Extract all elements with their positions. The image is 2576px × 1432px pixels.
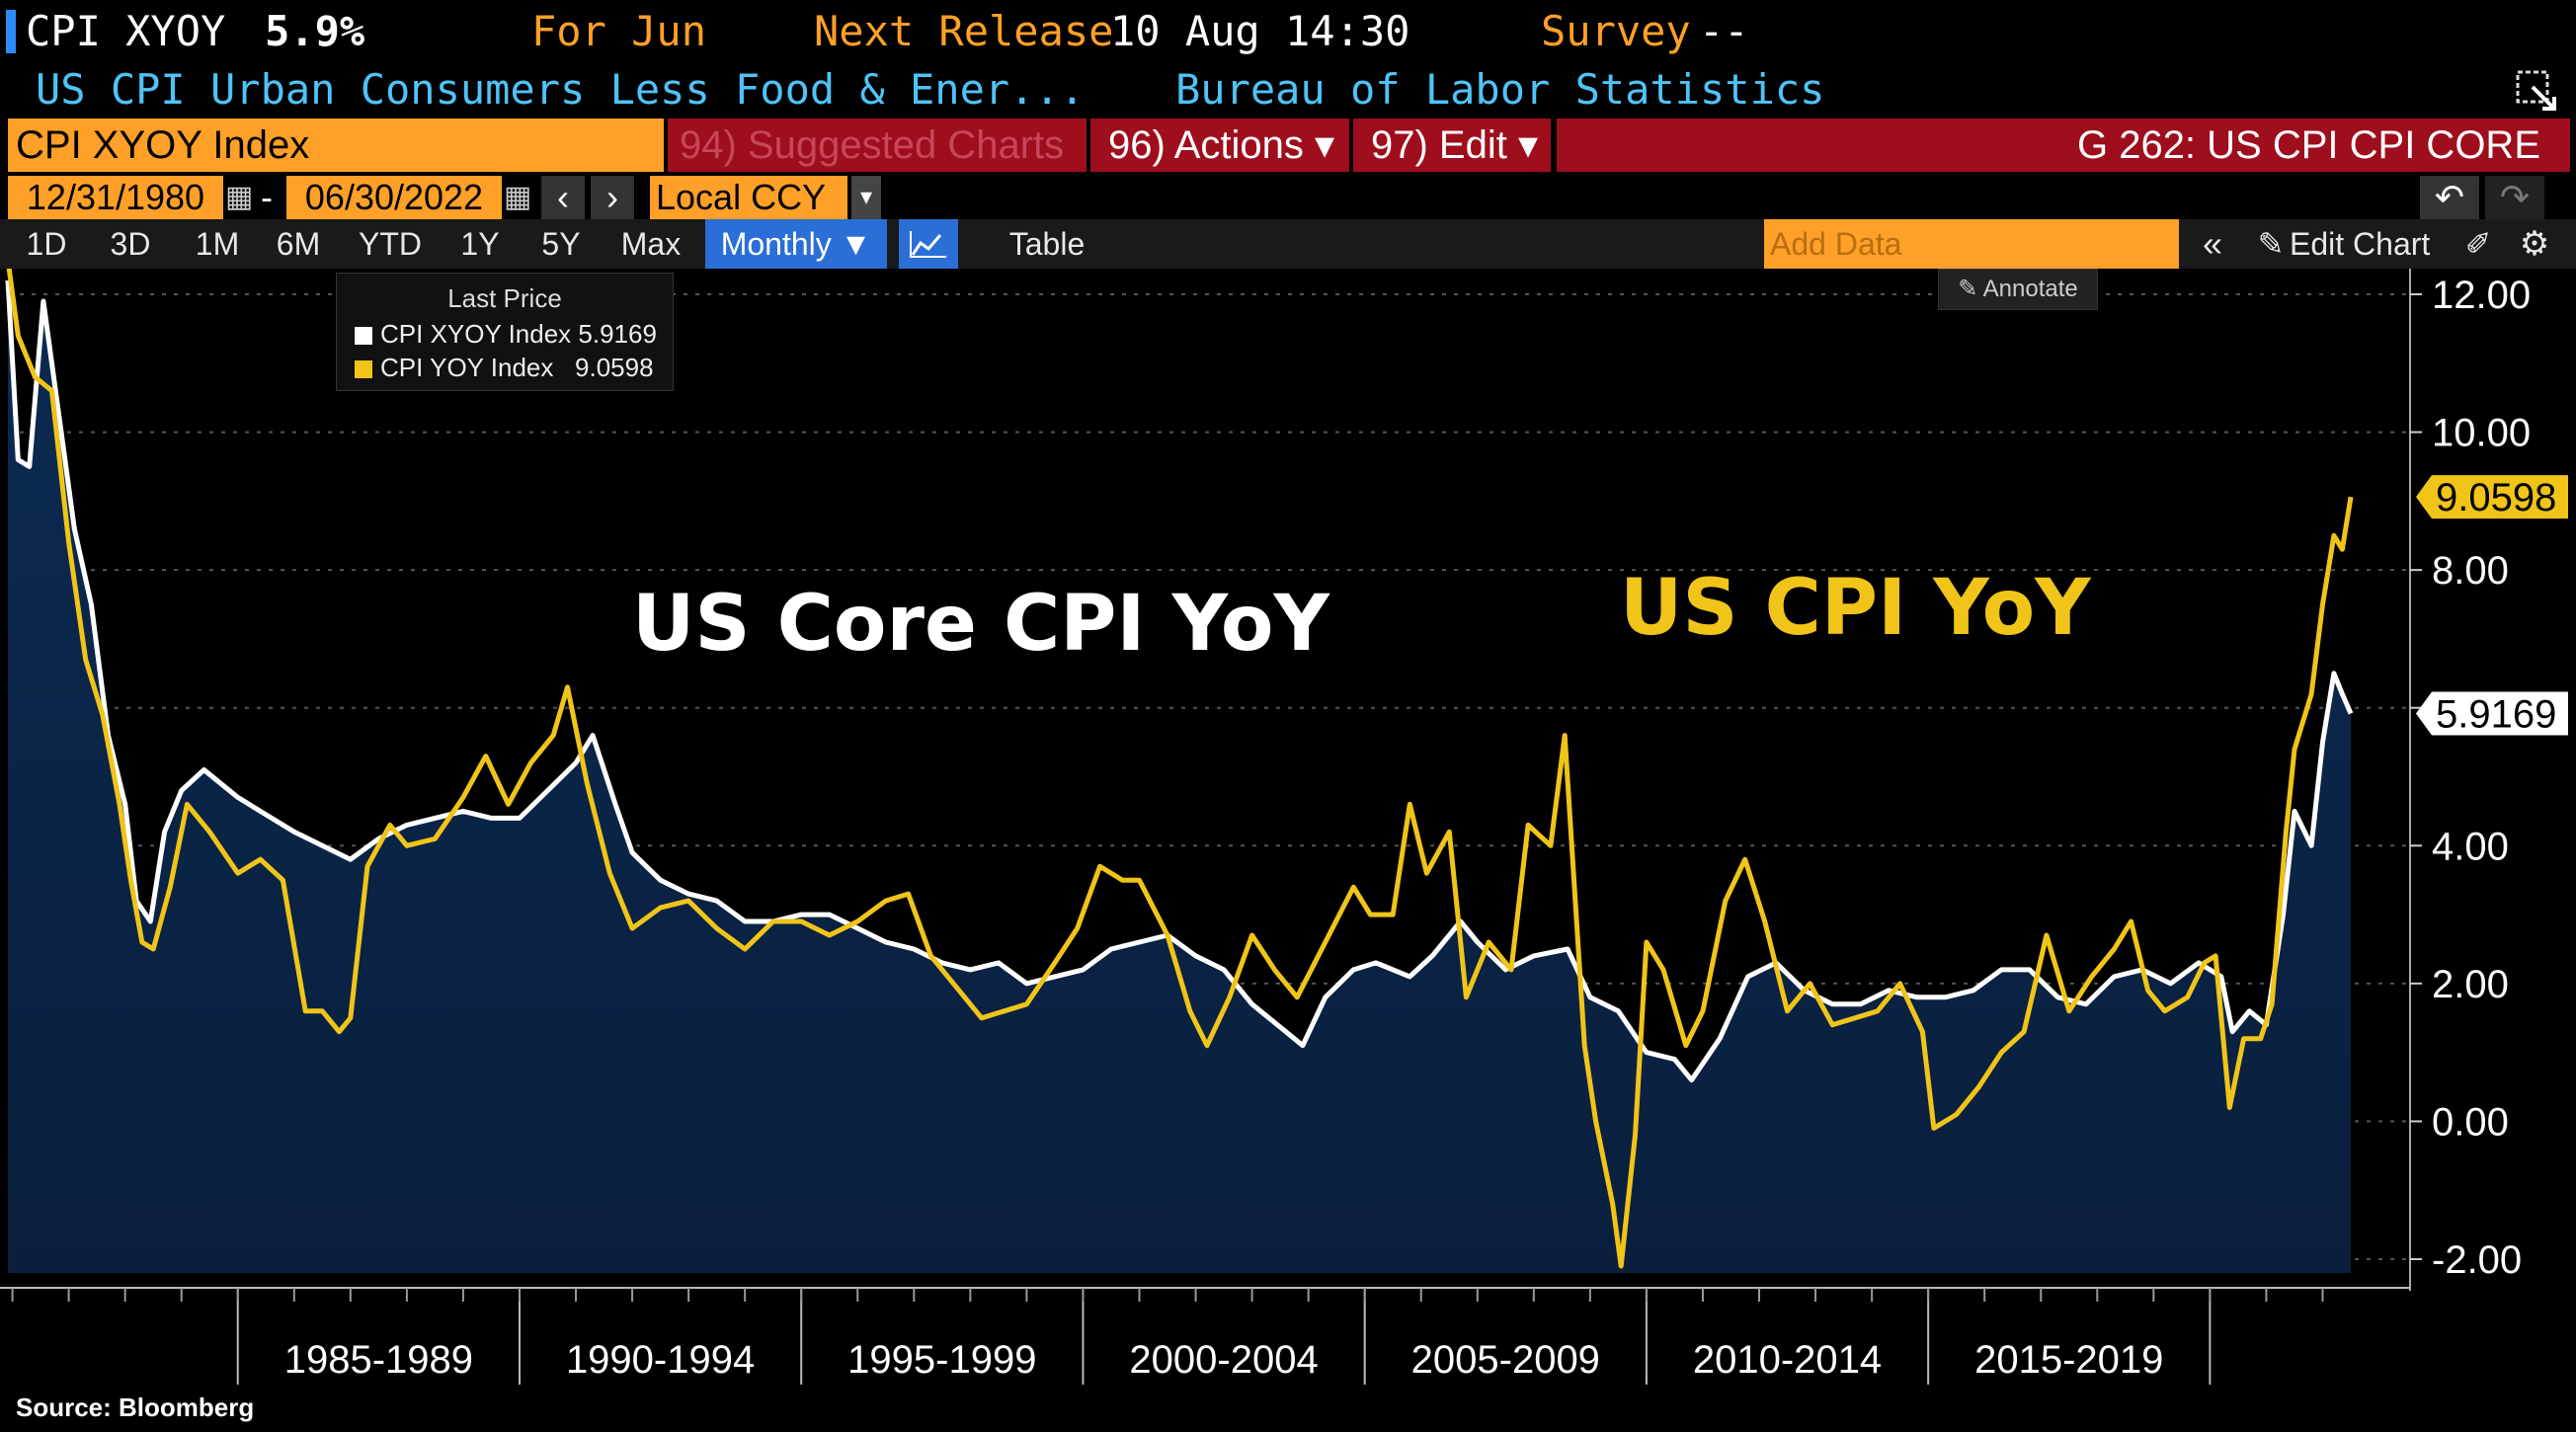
last-value-labels: 9.0598 5.9169 xyxy=(2416,475,2568,737)
y-tick-label: 8.00 xyxy=(2432,549,2509,593)
x-tick-label: 2010-2014 xyxy=(1693,1338,1882,1382)
tab-3d[interactable]: 3D xyxy=(110,226,151,262)
calendar-icon[interactable]: ▦ xyxy=(225,181,254,213)
tab-1m[interactable]: 1M xyxy=(195,226,240,262)
table-button[interactable]: Table xyxy=(1008,226,1086,262)
legend-swatch-headline xyxy=(355,360,372,378)
undo-icon[interactable]: ↶ xyxy=(2420,176,2479,219)
last-label-core: 5.9169 xyxy=(2416,691,2568,737)
legend-item-headline: CPI YOY Index 9.0598 xyxy=(355,353,654,383)
pencil-icon[interactable]: ✎ xyxy=(2257,226,2285,262)
security-header: CPI XYOY 5.9% For Jun Next Release 10 Au… xyxy=(0,0,2576,63)
y-tick-label: -2.00 xyxy=(2432,1238,2522,1282)
security-description: US CPI Urban Consumers Less Food & Ener.… xyxy=(36,65,1086,114)
legend-label-headline: CPI YOY Index 9.0598 xyxy=(380,353,654,382)
edit-menu[interactable]: 97) Edit ▾ xyxy=(1353,119,1551,172)
core-cpi-line xyxy=(5,279,2354,1083)
security-field[interactable]: CPI XYOY Index xyxy=(8,119,664,172)
date-range-bar: 12/31/1980 ▦ - 06/30/2022 ▦ ‹ › Local CC… xyxy=(0,176,2576,219)
y-tick-label: 0.00 xyxy=(2432,1100,2509,1144)
annotation-headline: US CPI YoY xyxy=(1620,564,2092,653)
security-description-row: US CPI Urban Consumers Less Food & Ener.… xyxy=(0,63,2576,117)
headline-cpi-line xyxy=(6,269,2354,1269)
period-toolbar: 1D 3D 1M 6M YTD 1Y 5Y Max Monthly ▼ Tabl… xyxy=(0,219,2576,269)
pencil-icon: ✎ xyxy=(1958,276,1983,302)
end-date-input[interactable]: 06/30/2022 xyxy=(286,176,502,219)
range-back-icon[interactable]: ‹ xyxy=(541,176,585,219)
range-forward-icon[interactable]: › xyxy=(591,176,634,219)
x-axis: 1985-1989 1990-1994 1995-1999 2000-2004 2005… xyxy=(0,1287,2410,1385)
y-tick-label: 2.00 xyxy=(2432,963,2509,1006)
gear-icon[interactable]: ⚙ xyxy=(2519,225,2550,263)
core-cpi-area xyxy=(8,280,2351,1273)
add-data-input[interactable]: Add Data xyxy=(1764,219,2179,269)
annotate-button[interactable]: ✎ Annotate xyxy=(1938,269,2098,310)
y-tick-label: 12.00 xyxy=(2432,274,2531,317)
tab-6m[interactable]: 6M xyxy=(276,226,321,262)
chevron-down-icon[interactable]: ▾ xyxy=(851,176,881,219)
popout-icon[interactable] xyxy=(2515,69,2558,113)
edit-chart-button[interactable]: Edit Chart xyxy=(2290,226,2431,262)
y-tick-label: 4.00 xyxy=(2432,825,2509,868)
chart-id: G 262: US CPI CPI CORE xyxy=(1557,119,2570,172)
header-accent-bar xyxy=(6,10,16,53)
ticker: CPI XYOY xyxy=(26,7,226,55)
actions-menu[interactable]: 96) Actions ▾ xyxy=(1090,119,1349,172)
legend: Last Price CPI XYOY Index 5.9169 CPI YOY… xyxy=(336,273,674,391)
source-note: Source: Bloomberg xyxy=(16,1392,255,1422)
source-agency: Bureau of Labor Statistics xyxy=(1175,65,1825,114)
annotation-core: US Core CPI YoY xyxy=(632,580,1331,669)
survey-value: -- xyxy=(1699,7,1749,55)
line-chart-icon[interactable] xyxy=(899,219,958,269)
legend-swatch-core xyxy=(355,327,372,345)
tab-1d[interactable]: 1D xyxy=(26,226,67,262)
tab-ytd[interactable]: YTD xyxy=(359,226,422,262)
calendar-icon[interactable]: ▦ xyxy=(504,181,532,213)
x-tick-label: 2015-2019 xyxy=(1974,1338,2163,1382)
last-value: 5.9% xyxy=(265,7,365,55)
last-label-core-box xyxy=(2416,691,2568,736)
y-tick-label: 10.00 xyxy=(2432,412,2531,455)
last-label-headline-box xyxy=(2416,475,2568,519)
next-release-label: Next Release xyxy=(814,7,1114,55)
last-label-headline-text: 9.0598 xyxy=(2436,476,2556,519)
date-separator: - xyxy=(261,177,273,217)
x-tick-label: 1990-1994 xyxy=(566,1338,755,1382)
x-tick-label: 2000-2004 xyxy=(1129,1338,1318,1382)
tab-1y[interactable]: 1Y xyxy=(460,226,500,262)
x-tick-label: 1995-1999 xyxy=(847,1338,1036,1382)
annotate-label: Annotate xyxy=(1982,276,2078,302)
legend-label-core: CPI XYOY Index 5.9169 xyxy=(380,319,657,349)
period-label: For Jun xyxy=(531,7,707,55)
next-release-value: 10 Aug 14:30 xyxy=(1110,7,1410,55)
tab-max[interactable]: Max xyxy=(620,226,682,262)
start-date-input[interactable]: 12/31/1980 xyxy=(8,176,223,219)
tab-5y[interactable]: 5Y xyxy=(541,226,581,262)
command-bar: CPI XYOY Index 94) Suggested Charts 96) … xyxy=(0,119,2576,172)
redo-icon[interactable]: ↷ xyxy=(2485,176,2544,219)
legend-item-core: CPI XYOY Index 5.9169 xyxy=(355,319,657,350)
edit-settings-icon[interactable]: ✐ xyxy=(2464,226,2492,262)
last-label-core-text: 5.9169 xyxy=(2436,693,2556,737)
collapse-icon[interactable]: « xyxy=(2202,223,2223,264)
currency-select[interactable]: Local CCY xyxy=(650,176,847,219)
legend-title: Last Price xyxy=(447,283,562,313)
x-tick-label: 1985-1989 xyxy=(284,1338,473,1382)
frequency-select[interactable]: Monthly ▼ xyxy=(705,219,887,269)
x-tick-label: 2005-2009 xyxy=(1411,1338,1600,1382)
last-label-headline: 9.0598 xyxy=(2416,475,2568,519)
survey-label: Survey xyxy=(1541,7,1691,55)
suggested-charts-button[interactable]: 94) Suggested Charts xyxy=(668,119,1087,172)
